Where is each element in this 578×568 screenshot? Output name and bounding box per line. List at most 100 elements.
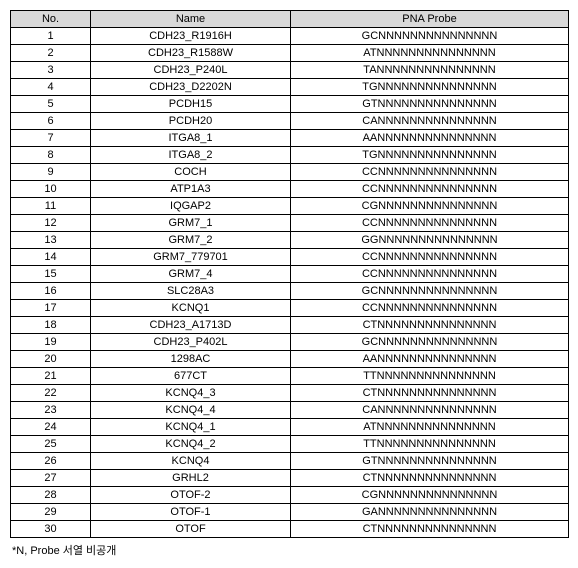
cell-probe: GTNNNNNNNNNNNNNNN <box>291 453 569 470</box>
cell-no: 17 <box>11 300 91 317</box>
cell-no: 15 <box>11 266 91 283</box>
table-row: 29OTOF-1GANNNNNNNNNNNNNNN <box>11 504 569 521</box>
cell-no: 22 <box>11 385 91 402</box>
cell-probe: CCNNNNNNNNNNNNNNN <box>291 181 569 198</box>
cell-name: CDH23_R1588W <box>91 45 291 62</box>
cell-name: IQGAP2 <box>91 198 291 215</box>
cell-name: OTOF-2 <box>91 487 291 504</box>
header-probe: PNA Probe <box>291 11 569 28</box>
table-row: 26KCNQ4GTNNNNNNNNNNNNNNN <box>11 453 569 470</box>
cell-no: 30 <box>11 521 91 538</box>
table-row: 30OTOFCTNNNNNNNNNNNNNNN <box>11 521 569 538</box>
cell-probe: CGNNNNNNNNNNNNNNN <box>291 198 569 215</box>
header-name: Name <box>91 11 291 28</box>
cell-no: 9 <box>11 164 91 181</box>
cell-no: 18 <box>11 317 91 334</box>
table-row: 5PCDH15GTNNNNNNNNNNNNNNN <box>11 96 569 113</box>
cell-probe: ATNNNNNNNNNNNNNNN <box>291 419 569 436</box>
table-row: 4CDH23_D2202NTGNNNNNNNNNNNNNNN <box>11 79 569 96</box>
cell-no: 23 <box>11 402 91 419</box>
table-row: 28OTOF-2CGNNNNNNNNNNNNNNN <box>11 487 569 504</box>
cell-no: 14 <box>11 249 91 266</box>
cell-name: COCH <box>91 164 291 181</box>
table-row: 1CDH23_R1916HGCNNNNNNNNNNNNNNN <box>11 28 569 45</box>
pna-probe-table: No. Name PNA Probe 1CDH23_R1916HGCNNNNNN… <box>10 10 569 538</box>
table-row: 6PCDH20CANNNNNNNNNNNNNNN <box>11 113 569 130</box>
cell-name: CDH23_A1713D <box>91 317 291 334</box>
cell-probe: CTNNNNNNNNNNNNNNN <box>291 521 569 538</box>
cell-probe: GGNNNNNNNNNNNNNNN <box>291 232 569 249</box>
cell-name: KCNQ4 <box>91 453 291 470</box>
cell-probe: CCNNNNNNNNNNNNNNN <box>291 164 569 181</box>
cell-no: 29 <box>11 504 91 521</box>
cell-probe: AANNNNNNNNNNNNNNN <box>291 351 569 368</box>
cell-no: 19 <box>11 334 91 351</box>
cell-name: OTOF-1 <box>91 504 291 521</box>
cell-probe: TTNNNNNNNNNNNNNNN <box>291 368 569 385</box>
table-header-row: No. Name PNA Probe <box>11 11 569 28</box>
cell-probe: GTNNNNNNNNNNNNNNN <box>291 96 569 113</box>
cell-probe: AANNNNNNNNNNNNNNN <box>291 130 569 147</box>
cell-name: ITGA8_1 <box>91 130 291 147</box>
table-row: 10ATP1A3CCNNNNNNNNNNNNNNN <box>11 181 569 198</box>
table-row: 19CDH23_P402LGCNNNNNNNNNNNNNNN <box>11 334 569 351</box>
table-row: 25KCNQ4_2TTNNNNNNNNNNNNNNN <box>11 436 569 453</box>
table-row: 7ITGA8_1AANNNNNNNNNNNNNNN <box>11 130 569 147</box>
table-row: 27GRHL2CTNNNNNNNNNNNNNNN <box>11 470 569 487</box>
cell-name: OTOF <box>91 521 291 538</box>
cell-no: 2 <box>11 45 91 62</box>
cell-no: 20 <box>11 351 91 368</box>
cell-probe: CCNNNNNNNNNNNNNNN <box>291 249 569 266</box>
cell-probe: CGNNNNNNNNNNNNNNN <box>291 487 569 504</box>
table-row: 21677CTTTNNNNNNNNNNNNNNN <box>11 368 569 385</box>
cell-probe: CTNNNNNNNNNNNNNNN <box>291 470 569 487</box>
cell-name: ATP1A3 <box>91 181 291 198</box>
cell-name: CDH23_D2202N <box>91 79 291 96</box>
table-row: 17KCNQ1CCNNNNNNNNNNNNNNN <box>11 300 569 317</box>
cell-name: CDH23_P402L <box>91 334 291 351</box>
table-row: 13GRM7_2GGNNNNNNNNNNNNNNN <box>11 232 569 249</box>
table-body: 1CDH23_R1916HGCNNNNNNNNNNNNNNN2CDH23_R15… <box>11 28 569 538</box>
cell-no: 25 <box>11 436 91 453</box>
footnote: *N, Probe 서열 비공개 <box>10 542 568 558</box>
cell-probe: GCNNNNNNNNNNNNNNN <box>291 28 569 45</box>
cell-name: GRM7_1 <box>91 215 291 232</box>
table-row: 3CDH23_P240LTANNNNNNNNNNNNNNN <box>11 62 569 79</box>
table-row: 2CDH23_R1588WATNNNNNNNNNNNNNNN <box>11 45 569 62</box>
cell-probe: GANNNNNNNNNNNNNNN <box>291 504 569 521</box>
cell-name: 677CT <box>91 368 291 385</box>
cell-no: 4 <box>11 79 91 96</box>
table-row: 18CDH23_A1713DCTNNNNNNNNNNNNNNN <box>11 317 569 334</box>
table-row: 14GRM7_779701CCNNNNNNNNNNNNNNN <box>11 249 569 266</box>
cell-no: 11 <box>11 198 91 215</box>
cell-probe: GCNNNNNNNNNNNNNNN <box>291 334 569 351</box>
cell-no: 26 <box>11 453 91 470</box>
cell-no: 8 <box>11 147 91 164</box>
table-row: 15GRM7_4CCNNNNNNNNNNNNNNN <box>11 266 569 283</box>
cell-no: 7 <box>11 130 91 147</box>
cell-name: ITGA8_2 <box>91 147 291 164</box>
cell-no: 1 <box>11 28 91 45</box>
cell-no: 5 <box>11 96 91 113</box>
cell-no: 6 <box>11 113 91 130</box>
cell-probe: CANNNNNNNNNNNNNNN <box>291 113 569 130</box>
table-row: 9COCHCCNNNNNNNNNNNNNNN <box>11 164 569 181</box>
cell-no: 10 <box>11 181 91 198</box>
cell-name: GRM7_2 <box>91 232 291 249</box>
table-row: 16SLC28A3GCNNNNNNNNNNNNNNN <box>11 283 569 300</box>
table-row: 201298ACAANNNNNNNNNNNNNNN <box>11 351 569 368</box>
cell-name: SLC28A3 <box>91 283 291 300</box>
header-no: No. <box>11 11 91 28</box>
cell-name: GRM7_4 <box>91 266 291 283</box>
cell-probe: GCNNNNNNNNNNNNNNN <box>291 283 569 300</box>
cell-no: 28 <box>11 487 91 504</box>
cell-probe: CCNNNNNNNNNNNNNNN <box>291 215 569 232</box>
cell-name: 1298AC <box>91 351 291 368</box>
cell-name: CDH23_P240L <box>91 62 291 79</box>
cell-no: 12 <box>11 215 91 232</box>
cell-name: PCDH15 <box>91 96 291 113</box>
cell-no: 24 <box>11 419 91 436</box>
cell-no: 27 <box>11 470 91 487</box>
cell-probe: CTNNNNNNNNNNNNNNN <box>291 317 569 334</box>
cell-name: PCDH20 <box>91 113 291 130</box>
